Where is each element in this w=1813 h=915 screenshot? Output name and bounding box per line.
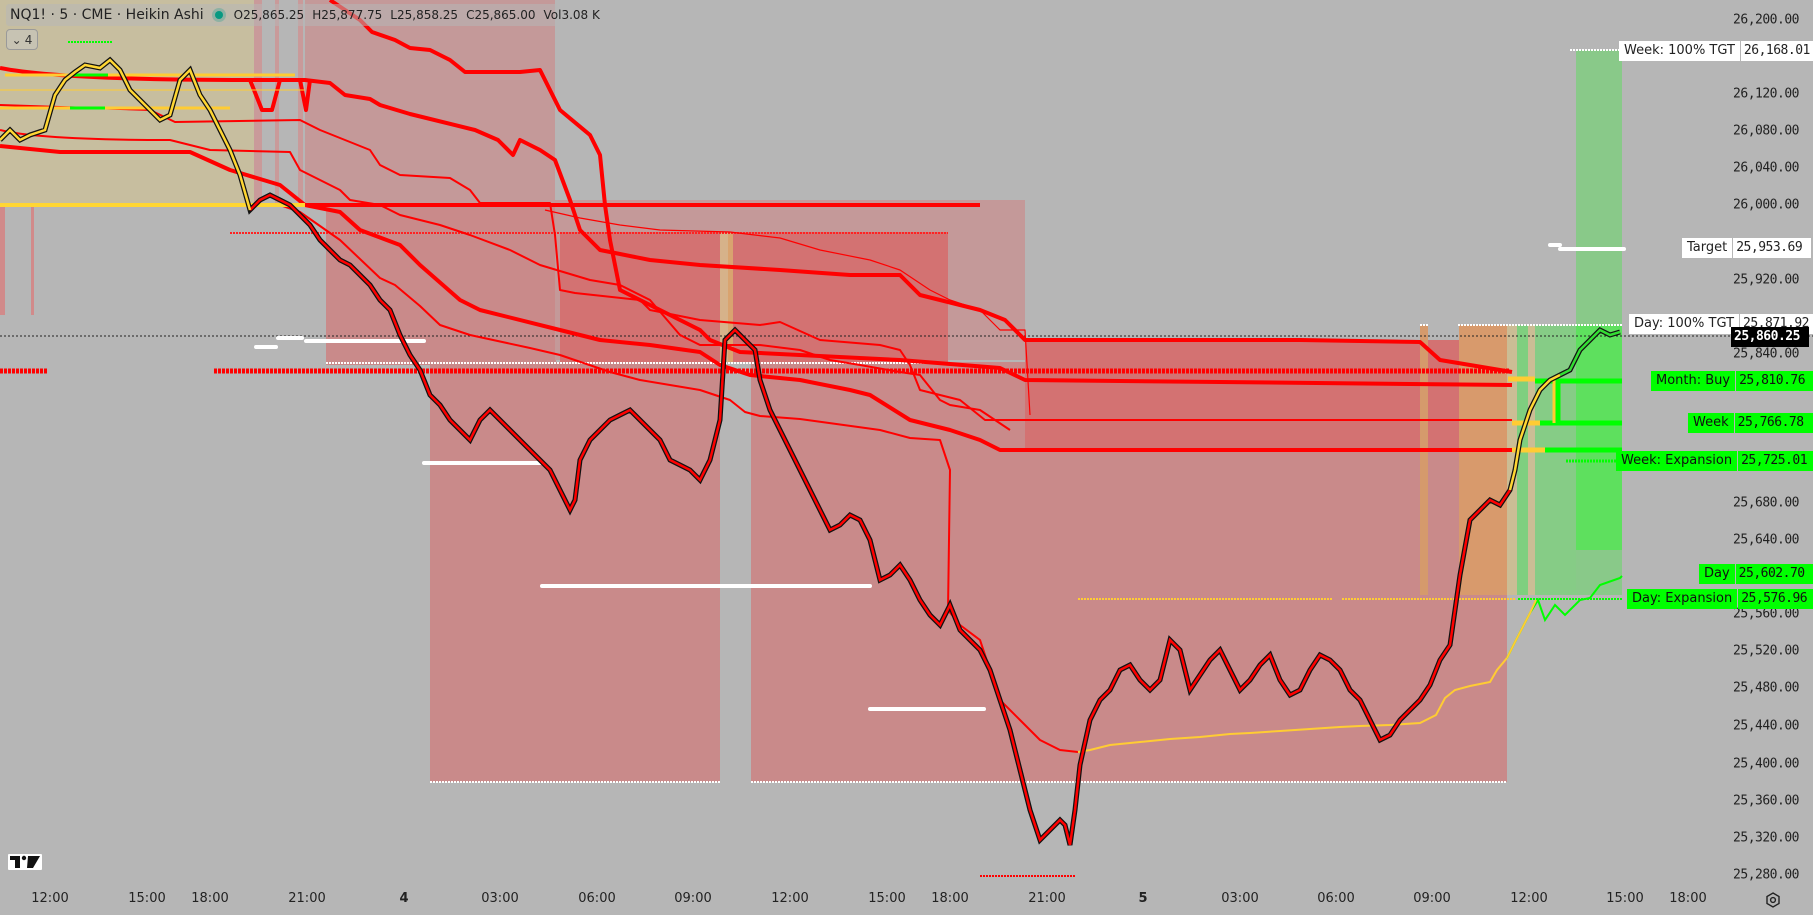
price-label: 25,520.00 [1733,643,1799,659]
current-price-tag: 25,860.25 [1731,327,1809,347]
time-label: 18:00 [1669,891,1707,906]
time-label-day: 4 [399,891,409,906]
price-label: 25,920.00 [1733,272,1799,288]
price-label: 25,840.00 [1733,346,1799,362]
tag-target: Target 25,953.69 [1682,238,1812,258]
time-label: 12:00 [1510,891,1548,906]
tag-week-expansion: Week: Expansion 25,725.01 [1616,451,1813,471]
tag-month-buy: Month: Buy 25,810.76 [1651,371,1813,391]
time-label: 18:00 [191,891,229,906]
time-label: 06:00 [1317,891,1355,906]
tag-day: Day 25,602.70 [1699,564,1813,584]
tag-week: Week 25,766.78 [1688,413,1813,433]
time-label: 03:00 [1221,891,1259,906]
level-lines [0,41,1813,877]
time-label: 03:00 [481,891,519,906]
price-label: 25,480.00 [1733,680,1799,696]
ohlc-close: C25,865.00 [466,8,536,22]
tradingview-logo-icon[interactable] [8,853,42,871]
price-label: 26,000.00 [1733,197,1799,213]
zones [0,0,1622,782]
price-label: 25,640.00 [1733,532,1799,548]
time-label: 21:00 [288,891,326,906]
tag-day-expansion: Day: Expansion 25,576.96 [1627,589,1813,609]
time-label: 15:00 [868,891,906,906]
time-label-day: 5 [1138,891,1148,906]
price-label: 26,120.00 [1733,86,1799,102]
price-label: 25,400.00 [1733,756,1799,772]
symbol-title[interactable]: NQ1! · 5 · CME · Heikin Ashi [10,7,204,23]
ohlc-high: H25,877.75 [312,8,383,22]
white-levels [254,243,1626,711]
ohlc-volume: Vol3.08 K [543,8,600,22]
price-label: 25,320.00 [1733,830,1799,846]
vwap-line [1077,575,1623,753]
time-label: 06:00 [578,891,616,906]
time-label: 12:00 [771,891,809,906]
time-label: 12:00 [31,891,69,906]
chevron-down-icon: ⌄ [11,32,22,47]
time-label: 09:00 [674,891,712,906]
time-label: 18:00 [931,891,969,906]
ohlc-low: L25,858.25 [390,8,459,22]
chart-legend: NQ1! · 5 · CME · Heikin Ashi O25,865.25 … [6,4,612,26]
indicator-count: 4 [24,32,33,47]
price-label: 25,360.00 [1733,793,1799,809]
price-label: 25,440.00 [1733,718,1799,734]
indicators-toggle-button[interactable]: ⌄ 4 [6,29,38,50]
price-label: 25,560.00 [1733,606,1799,622]
price-label: 25,280.00 [1733,867,1799,883]
price-candles [0,56,1621,846]
time-label: 09:00 [1413,891,1451,906]
price-label: 26,200.00 [1733,12,1799,28]
gear-icon[interactable] [1764,891,1782,909]
ohlc-open: O25,865.25 [233,8,305,22]
time-label: 21:00 [1028,891,1066,906]
market-status-icon [211,8,226,22]
price-label: 26,080.00 [1733,123,1799,139]
time-label: 15:00 [128,891,166,906]
price-label: 26,040.00 [1733,160,1799,176]
tag-week-100-tgt: Week: 100% TGT 26,168.01 [1619,41,1813,61]
price-label: 25,680.00 [1733,495,1799,511]
time-label: 15:00 [1606,891,1644,906]
